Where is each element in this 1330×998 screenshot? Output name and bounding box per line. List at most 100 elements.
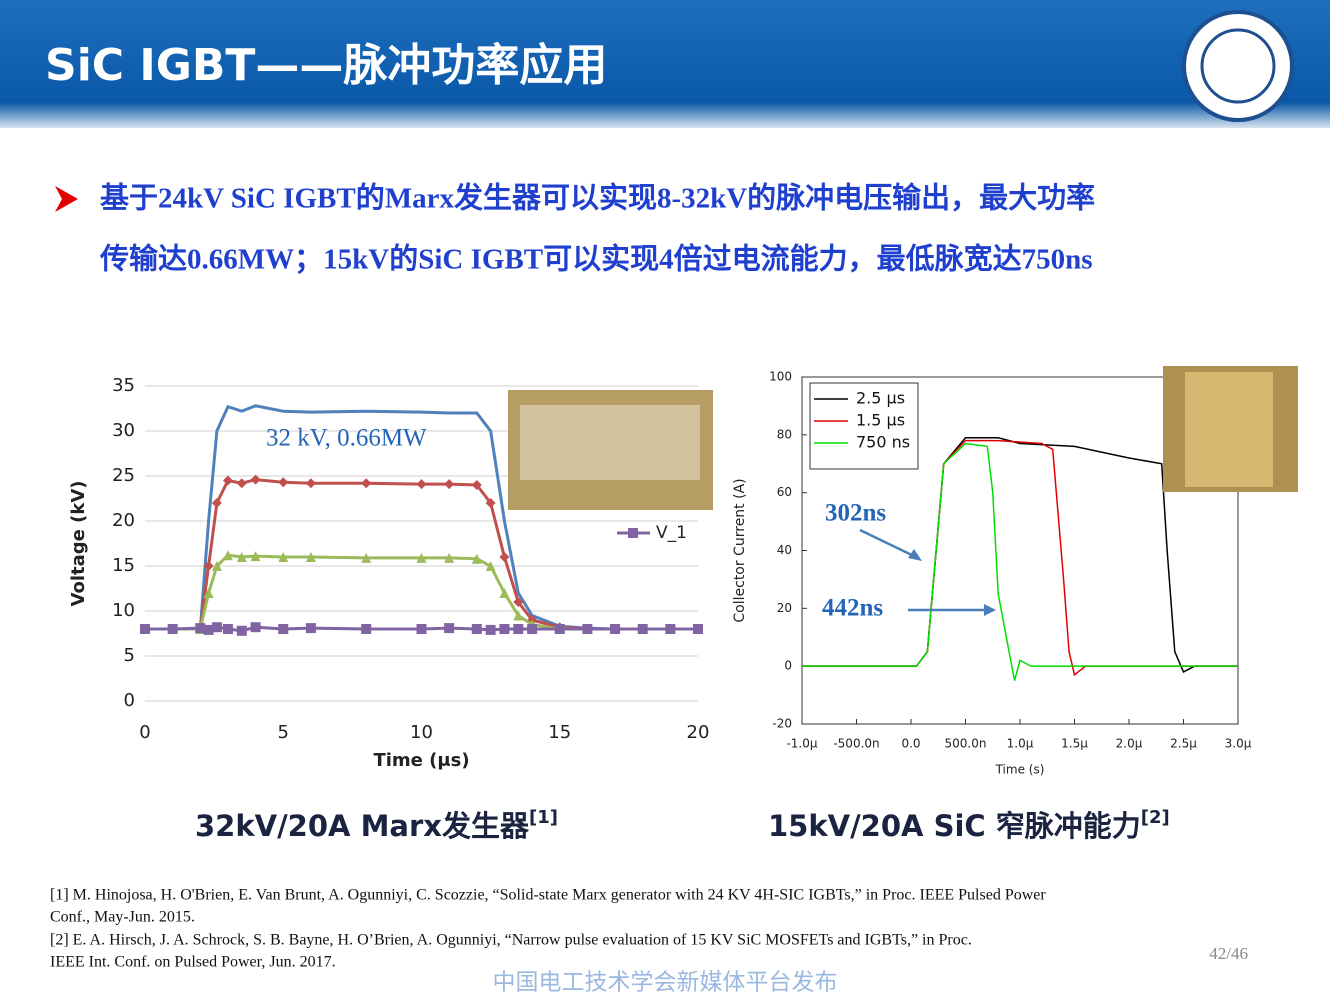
caption-ref: [2]	[1141, 807, 1170, 828]
x-tick-label: 15	[548, 722, 571, 743]
chart-2: -20 0 20 40 60 80 100 -1.0μ -500.0n 0.0 500.0n 1.0μ…	[732, 370, 1252, 777]
x-tick-label: 0.0	[901, 737, 920, 751]
marker	[278, 477, 289, 488]
marker	[236, 625, 247, 636]
watermark: 中国电工技术学会新媒体平台发布	[493, 970, 838, 996]
marker	[444, 552, 455, 563]
marker	[444, 479, 455, 490]
marker	[195, 623, 206, 634]
y-tick-label: 5	[124, 645, 135, 666]
annotation: 302ns	[825, 500, 886, 527]
marker	[222, 624, 233, 634]
marker	[513, 610, 524, 621]
y-axis-label: Voltage (kV)	[68, 481, 89, 607]
arrow-head	[984, 604, 996, 616]
y-tick-label: -20	[772, 717, 792, 731]
marker	[305, 478, 316, 489]
annotation: 442ns	[822, 595, 883, 622]
marker	[361, 624, 372, 634]
page-number: 42/46	[1209, 944, 1248, 963]
x-tick-label: 2.5μ	[1170, 737, 1197, 751]
x-tick-label: 3.0μ	[1225, 737, 1252, 751]
marker	[499, 588, 510, 598]
marker	[305, 623, 316, 634]
bullet-line: 传输达0.66MW；15kV的SiC IGBT可以实现4倍过电流能力，最低脉宽达…	[99, 242, 1093, 276]
marker	[236, 552, 247, 562]
legend-label: 2.5 μs	[856, 389, 905, 408]
marker	[236, 478, 247, 489]
marker	[203, 588, 214, 598]
reference: [2] E. A. Hirsch, J. A. Schrock, S. B. B…	[50, 932, 972, 949]
legend-label: V_1	[656, 523, 687, 543]
marker	[416, 552, 427, 563]
y-tick-label: 30	[112, 420, 135, 441]
x-axis-label: Time (μs)	[373, 750, 469, 771]
marker	[554, 624, 565, 634]
x-tick-label: 10	[410, 722, 433, 743]
x-tick-label: -500.0n	[833, 737, 879, 751]
marker	[222, 550, 233, 561]
legend-box	[809, 382, 919, 470]
marker	[278, 624, 289, 634]
slide-title: SiC IGBT——脉冲功率应用	[45, 40, 607, 91]
marker	[250, 474, 261, 485]
y-tick-label: 100	[769, 370, 792, 384]
marker	[167, 624, 178, 634]
y-tick-label: 35	[112, 375, 135, 396]
marker	[471, 480, 482, 490]
marker	[222, 475, 233, 486]
marker	[203, 561, 214, 571]
logo	[1182, 10, 1294, 122]
device-photo-inner	[1185, 372, 1273, 487]
x-tick-label: 5	[278, 722, 289, 743]
arrow-head	[908, 549, 922, 561]
marker	[250, 622, 261, 633]
x-tick-label: 0	[139, 722, 150, 743]
caption-ref: [1]	[529, 807, 558, 828]
marker	[361, 552, 372, 563]
marker	[665, 624, 676, 634]
marker	[471, 553, 482, 564]
series-line	[802, 442, 1238, 681]
bullet-arrow	[55, 186, 78, 212]
device-photo-inner	[520, 405, 700, 480]
marker	[140, 624, 150, 634]
y-tick-label: 0	[784, 659, 792, 673]
y-tick-label: 80	[777, 427, 792, 441]
legend-label: 1.5 μs	[856, 411, 905, 430]
annotation-arrow	[859, 528, 919, 560]
reference: Conf., May-Jun. 2015.	[50, 909, 195, 926]
y-tick-label: 60	[777, 485, 792, 499]
y-tick-label: 25	[112, 465, 135, 486]
marker	[211, 561, 222, 571]
marker	[305, 552, 316, 562]
y-tick-label: 40	[777, 543, 792, 557]
marker	[211, 622, 222, 633]
marker	[416, 479, 427, 490]
reference: IEEE Int. Conf. on Pulsed Power, Jun. 20…	[50, 954, 336, 971]
marker	[203, 624, 214, 635]
y-tick-label: 20	[777, 601, 792, 615]
marker	[211, 498, 222, 508]
marker	[693, 624, 703, 634]
marker	[499, 552, 510, 562]
caption: 15kV/20A SiC 窄脉冲能力[2]	[768, 807, 1170, 843]
chart-1: 0 5 10 15 20 25 30 35 0 5 10 15 20 Time (μs) Voltage (…	[68, 375, 709, 771]
marker	[513, 597, 524, 607]
y-tick-label: 20	[112, 510, 135, 531]
marker	[485, 561, 496, 571]
y-axis-label: Collector Current (A)	[732, 478, 748, 622]
marker	[278, 552, 289, 562]
y-tick-label: 10	[112, 600, 135, 621]
x-tick-label: 500.0n	[945, 737, 987, 751]
x-tick-label: 20	[687, 722, 710, 743]
x-tick-label: 1.5μ	[1061, 737, 1088, 751]
x-axis-label: Time (s)	[995, 763, 1045, 777]
y-tick-label: 0	[124, 690, 135, 711]
x-tick-label: 2.0μ	[1116, 737, 1143, 751]
legend-label: 750 ns	[856, 433, 910, 452]
marker	[527, 624, 538, 634]
marker	[513, 624, 524, 634]
marker	[485, 624, 496, 635]
